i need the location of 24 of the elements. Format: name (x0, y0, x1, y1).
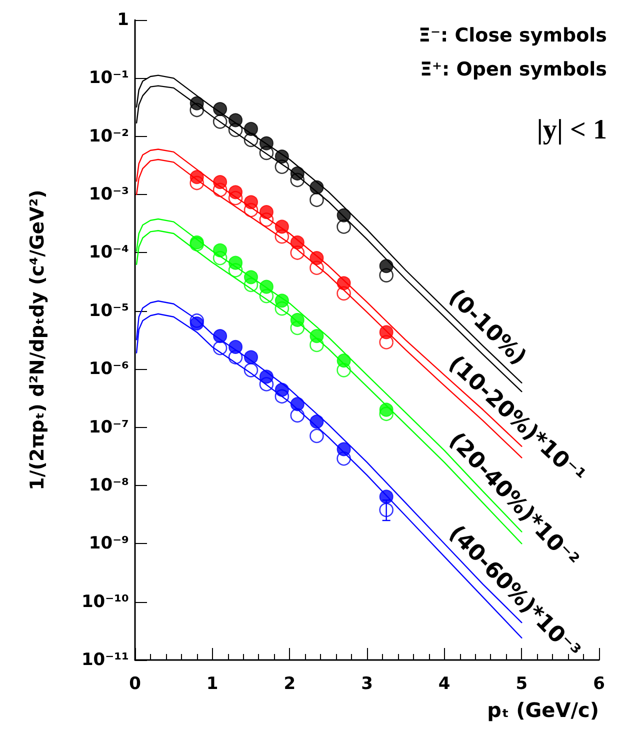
x-tick-label: 1 (206, 674, 218, 694)
y-tick-label: 10⁻² (88, 126, 129, 146)
x-tick-label: 2 (284, 674, 296, 694)
y-tick-label: 10⁻¹ (88, 68, 129, 88)
x-tick-label: 3 (361, 674, 373, 694)
x-tick-label: 4 (438, 674, 450, 694)
y-tick-label: 10⁻⁷ (88, 417, 129, 438)
y-tick-label: 10⁻⁸ (88, 475, 129, 496)
x-tick-label: 0 (129, 674, 142, 694)
annotation: Ξ⁺: Open symbols (420, 58, 607, 80)
x-tick-label: 6 (593, 674, 605, 694)
annotation: |y| < 1 (536, 114, 607, 146)
y-tick-label: 10⁻⁹ (88, 534, 129, 554)
y-tick-label: 10⁻³ (88, 184, 129, 205)
y-tick-label: 10⁻⁵ (88, 300, 129, 321)
y-axis-title: 1/(2πpₜ) d²N/dpₜdy (c⁴/GeV²) (26, 190, 49, 490)
annotation: Ξ⁻: Close symbols (418, 24, 607, 46)
y-tick-label: 10⁻⁶ (88, 359, 129, 380)
y-tick-label: 10⁻¹⁰ (81, 592, 129, 612)
x-axis-title: pₜ (GeV/c) (487, 698, 599, 722)
y-tick-label: 10⁻¹¹ (81, 650, 129, 670)
y-tick-label: 10⁻⁴ (88, 242, 129, 263)
x-tick-label: 5 (516, 674, 528, 694)
y-tick-label: 1 (117, 10, 129, 30)
